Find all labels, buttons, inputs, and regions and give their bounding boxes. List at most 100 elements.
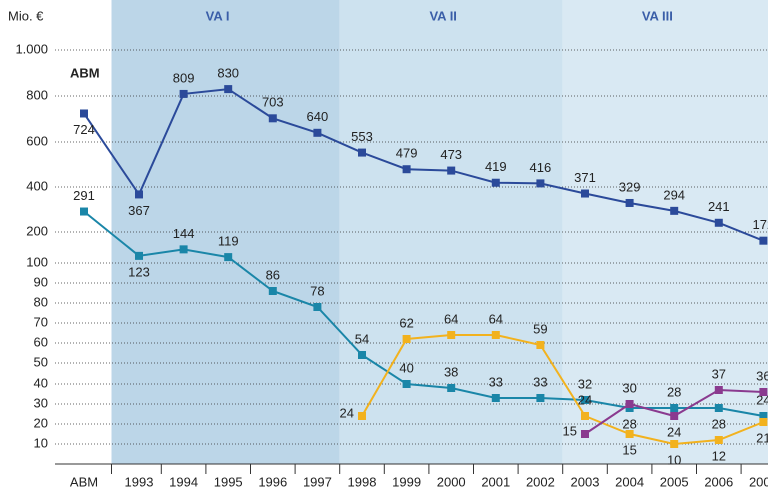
data-label: 291 bbox=[73, 188, 95, 203]
marks: 724 367 809 830 703 640 553 479 473 419 416 371 329 2… bbox=[73, 66, 768, 468]
data-point bbox=[224, 253, 233, 262]
data-label: 78 bbox=[310, 283, 324, 298]
data-label: 15 bbox=[563, 423, 577, 438]
data-label: 473 bbox=[440, 147, 462, 162]
data-point bbox=[670, 440, 679, 448]
period-band bbox=[562, 0, 768, 464]
data-point bbox=[135, 190, 143, 199]
y-tick-label: 90 bbox=[34, 274, 48, 289]
data-point bbox=[358, 351, 366, 359]
y-tick-label: 60 bbox=[34, 334, 48, 349]
data-label: 703 bbox=[262, 95, 284, 110]
data-label: 30 bbox=[622, 380, 636, 395]
x-tick-label: 2002 bbox=[526, 474, 555, 489]
data-point bbox=[714, 436, 723, 444]
data-point bbox=[625, 430, 634, 438]
data-label: 28 bbox=[712, 416, 726, 431]
data-point bbox=[491, 394, 500, 402]
data-point bbox=[447, 331, 456, 339]
period-label: VA I bbox=[206, 8, 230, 23]
data-point bbox=[491, 331, 500, 339]
data-point bbox=[714, 218, 723, 227]
x-tick-label: 2003 bbox=[571, 474, 600, 489]
data-label: 640 bbox=[307, 109, 329, 124]
data-label: 37 bbox=[712, 366, 726, 381]
data-point bbox=[759, 418, 768, 426]
data-label: 40 bbox=[399, 360, 413, 375]
data-point bbox=[581, 430, 589, 438]
data-label: 24 bbox=[340, 405, 354, 420]
data-label: 144 bbox=[173, 226, 195, 241]
data-label: 36 bbox=[756, 368, 768, 383]
data-label: 32 bbox=[578, 376, 592, 391]
data-point bbox=[536, 341, 545, 349]
data-point bbox=[759, 412, 768, 420]
data-point bbox=[581, 412, 589, 420]
x-tick-label: 1999 bbox=[392, 474, 421, 489]
data-point bbox=[491, 178, 500, 187]
x-tick-label: 2000 bbox=[437, 474, 466, 489]
data-label: 21 bbox=[756, 430, 768, 445]
y-tick-label: 30 bbox=[34, 395, 48, 410]
data-label: 28 bbox=[667, 384, 681, 399]
x-tick-label: 1998 bbox=[348, 474, 377, 489]
data-point bbox=[402, 165, 411, 174]
data-point bbox=[759, 236, 768, 245]
data-point bbox=[670, 404, 679, 412]
grid: 10 20 30 40 50 60 70 80 90 100 200 400 600 800 1.000 AB… bbox=[15, 41, 768, 489]
y-tick-label: 10 bbox=[34, 435, 48, 450]
data-label: 367 bbox=[128, 203, 150, 218]
data-label: 172 bbox=[753, 217, 768, 232]
data-point bbox=[313, 128, 322, 137]
data-point bbox=[759, 388, 768, 396]
data-label: 33 bbox=[489, 374, 503, 389]
data-point bbox=[80, 109, 88, 118]
data-label: 24 bbox=[667, 424, 681, 439]
x-tick-label: 1997 bbox=[303, 474, 332, 489]
data-point bbox=[135, 251, 143, 260]
data-point bbox=[670, 206, 679, 215]
data-label: 33 bbox=[533, 374, 547, 389]
y-tick-label: 200 bbox=[26, 223, 48, 238]
period-label: VA III bbox=[642, 8, 673, 23]
y-tick-label: 20 bbox=[34, 415, 48, 430]
y-tick-label: 400 bbox=[26, 178, 48, 193]
data-label: 419 bbox=[485, 159, 507, 174]
x-tick-label: 2005 bbox=[660, 474, 689, 489]
y-tick-label: 1.000 bbox=[15, 41, 48, 56]
data-point bbox=[268, 114, 277, 123]
data-label: 12 bbox=[712, 448, 726, 463]
data-label: 809 bbox=[173, 70, 195, 85]
x-tick-label: 1996 bbox=[258, 474, 287, 489]
data-point bbox=[536, 394, 545, 402]
data-label: 294 bbox=[663, 187, 685, 202]
y-tick-label: 600 bbox=[26, 133, 48, 148]
data-label: 54 bbox=[355, 331, 369, 346]
data-point bbox=[536, 179, 545, 188]
data-label: 416 bbox=[530, 160, 552, 175]
data-label: 724 bbox=[73, 122, 95, 137]
data-point bbox=[179, 89, 188, 98]
y-tick-label: 40 bbox=[34, 375, 48, 390]
data-label: 86 bbox=[266, 267, 280, 282]
data-label: 119 bbox=[218, 234, 239, 249]
data-point bbox=[179, 245, 188, 254]
data-label: 10 bbox=[667, 452, 681, 467]
data-point bbox=[625, 198, 634, 207]
data-label: 24 bbox=[756, 392, 768, 407]
x-tick-label: 2001 bbox=[481, 474, 510, 489]
x-tick-label: 1993 bbox=[125, 474, 154, 489]
series-line bbox=[83, 210, 764, 417]
data-point bbox=[358, 148, 366, 157]
x-tick-label: 1995 bbox=[214, 474, 243, 489]
x-tick-label: 2006 bbox=[704, 474, 733, 489]
data-label: 15 bbox=[622, 442, 636, 457]
data-point bbox=[714, 386, 723, 394]
period-label: VA II bbox=[429, 8, 456, 23]
data-point bbox=[313, 303, 322, 311]
data-label: 64 bbox=[489, 311, 503, 326]
data-point bbox=[714, 404, 723, 412]
data-label: 38 bbox=[444, 364, 458, 379]
